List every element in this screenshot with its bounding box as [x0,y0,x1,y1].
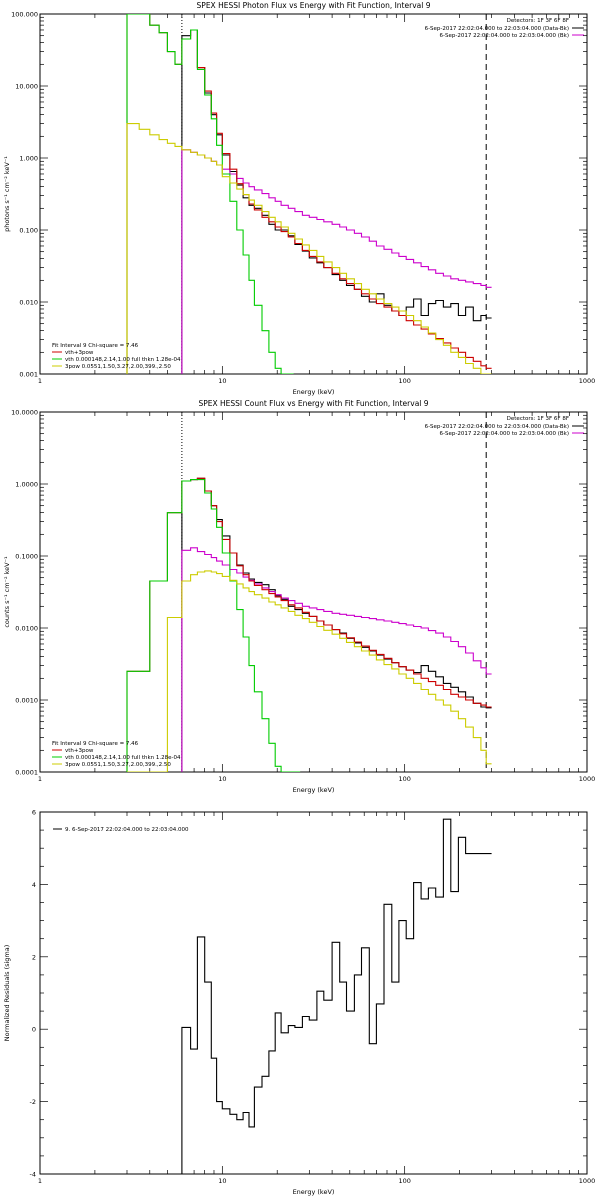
y-tick-label: 6 [32,809,36,817]
x-tick-label: 1 [38,377,42,385]
series-line-2 [181,547,492,772]
chart-panel-1: SPEX HESSI Photon Flux vs Energy with Fi… [3,1,595,396]
legend-entry-label: 6-Sep-2017 22:02:04.000 to 22:03:04.000 … [425,26,569,32]
y-axis-label: photons s⁻¹ cm⁻² keV⁻¹ [3,156,11,232]
x-tick-label: 100 [398,377,410,385]
series-line-5 [126,123,492,374]
legend-entry-label: 3pow 0.0551,1.50,3.27,2.00,399.,2.50 [65,364,171,370]
series-line-4 [126,479,301,772]
legend-top: Detectors: 1F 3F 6F 8F 6-Sep-2017 22:02:0… [425,18,584,39]
legend-fit-header: Fit Interval 9 Chi-square = 7.46 [52,741,139,747]
y-tick-label: 0 [32,1026,36,1034]
y-tick-label: 4 [32,881,36,889]
series-line-4 [126,14,294,374]
series-line-2 [181,149,492,374]
y-tick-label: 0.0001 [15,769,38,777]
y-axis-label: Normalized Residuals (sigma) [3,945,11,1042]
x-tick-label: 1000 [579,775,596,783]
chart-panel-2: SPEX HESSI Count Flux vs Energy with Fit… [3,399,595,794]
x-axis-label: Energy (keV) [293,1188,335,1196]
y-axis-label: counts s⁻¹ cm⁻² keV⁻¹ [3,556,11,628]
x-tick-label: 1000 [579,377,596,385]
chart-title: SPEX HESSI Photon Flux vs Energy with Fi… [197,1,431,10]
x-tick-label: 100 [398,1177,410,1185]
legend-entry-label: 3pow 0.0551,1.50,3.27,2.00,399.,2.50 [65,762,171,768]
y-tick-label: -4 [30,1171,36,1179]
chart-panel-3: 1 10 100 1000 6 4 2 0 -2 -4 Energy (keV) Normalized… [3,809,595,1197]
y-tick-label: 0.0100 [15,625,38,633]
x-tick-label: 10 [218,377,226,385]
y-tick-label: -2 [30,1098,36,1106]
legend-detectors: Detectors: 1F 3F 6F 8F [507,18,569,24]
plot-frame [39,13,588,375]
legend-fit-header: Fit Interval 9 Chi-square = 7.46 [52,343,139,349]
y-tick-label: 0.0010 [15,697,38,705]
y-tick-label: 0.1000 [15,553,38,561]
legend-detectors: Detectors: 1F 3F 6F 8F [507,416,569,422]
y-tick-label: 10.0000 [11,409,38,417]
y-tick-label: 1.0000 [15,481,38,489]
x-tick-label: 1000 [579,1177,596,1185]
legend-entry-label: vth+3pow [65,748,94,754]
series-group [126,14,492,374]
series-line-3 [126,477,492,772]
legend-entry-label: 9. 6-Sep-2017 22:02:04.000 to 22:03:04.0… [65,827,189,833]
x-tick-label: 1 [38,775,42,783]
y-tick-label: 2 [32,953,36,961]
legend-entry-label: vth 0.000148,2.14,1.00 full thkn 1.28e-0… [65,755,181,761]
legend-entry-label: 6-Sep-2017 22:02:04.000 to 22:03:04.000 … [425,424,569,430]
x-tick-label: 100 [398,775,410,783]
y-tick-label: 10.000 [15,83,38,91]
y-tick-label: 1.000 [19,155,38,163]
x-tick-label: 1 [38,1177,42,1185]
legend-bottom: Fit Interval 9 Chi-square = 7.46vth+3pow… [52,343,181,370]
series-line-1 [181,29,492,374]
y-tick-label: 0.010 [19,299,38,307]
series-line-1 [181,477,492,772]
legend-bottom: Fit Interval 9 Chi-square = 7.46vth+3pow… [52,741,181,768]
x-axis-label: Energy (keV) [293,388,335,396]
series-group [181,818,492,1174]
x-tick-label: 10 [218,1177,226,1185]
y-tick-label: 0.100 [19,227,38,235]
plot-frame [39,411,588,773]
y-tick-label: 0.001 [19,371,38,379]
series-group [126,477,492,772]
plot-frame [39,811,588,1175]
chart-title: SPEX HESSI Count Flux vs Energy with Fit… [198,399,428,408]
legend-entry-label: 6-Sep-2017 22:02:04.000 to 22:03:04.000 … [440,33,570,39]
legend-residuals: 9. 6-Sep-2017 22:02:04.000 to 22:03:04.0… [53,827,189,833]
series-line-3 [126,14,492,374]
y-tick-label: 100.000 [11,11,38,19]
series-line-1 [181,818,492,1174]
series-line-5 [127,570,492,772]
legend-entry-label: vth 0.000148,2.14,1.00 full thkn 1.28e-0… [65,357,181,363]
x-tick-label: 10 [218,775,226,783]
legend-top: Detectors: 1F 3F 6F 8F 6-Sep-2017 22:02:0… [425,416,584,437]
x-axis-label: Energy (keV) [293,786,335,794]
legend-entry-label: 6-Sep-2017 22:02:04.000 to 22:03:04.000 … [440,431,570,437]
legend-entry-label: vth+3pow [65,350,94,356]
